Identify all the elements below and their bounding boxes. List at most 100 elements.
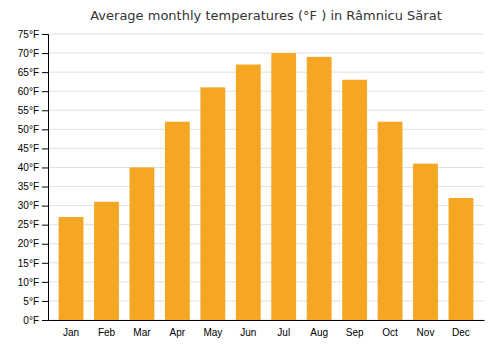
tick-label: Sep: [346, 327, 364, 338]
bar: [94, 202, 119, 320]
tick-label: 10°F: [18, 277, 39, 288]
bar: [342, 80, 367, 320]
tick: 0°F: [23, 315, 48, 326]
tick: May: [203, 327, 222, 338]
grid: [48, 34, 484, 320]
grid-line: [48, 110, 484, 111]
bar: [378, 122, 403, 320]
tick-mark: [42, 206, 48, 207]
bar: [165, 122, 190, 320]
tick-mark: [42, 320, 48, 321]
tick-label: Nov: [417, 327, 435, 338]
grid-line: [48, 91, 484, 92]
tick-label: 40°F: [18, 162, 39, 173]
tick-label: Jan: [63, 327, 79, 338]
chart: Average monthly temperatures (°F ) in Râ…: [0, 0, 500, 350]
tick-mark: [42, 225, 48, 226]
tick-mark: [42, 263, 48, 264]
tick: Aug: [310, 327, 328, 338]
axis-line: [49, 320, 485, 321]
grid-line: [48, 148, 484, 149]
tick: 20°F: [18, 238, 48, 249]
bar: [413, 164, 438, 320]
plot: 0°F 5°F 10°F 15°F 20°F 25°F 30°F 35°F 40°F 45°F 50…: [18, 29, 485, 338]
grid-line: [48, 129, 484, 130]
tick-mark: [42, 129, 48, 130]
tick: 35°F: [18, 181, 48, 192]
tick: 50°F: [18, 124, 48, 135]
tick-label: 5°F: [23, 296, 39, 307]
grid-line: [48, 72, 484, 73]
tick-mark: [42, 91, 48, 92]
bar: [449, 198, 474, 320]
tick: Sep: [346, 327, 364, 338]
tick: Jan: [63, 327, 79, 338]
bars: [59, 53, 474, 320]
tick: 70°F: [18, 48, 48, 59]
tick-mark: [42, 148, 48, 149]
tick-mark: [42, 167, 48, 168]
tick: Jun: [240, 327, 256, 338]
tick-label: 30°F: [18, 200, 39, 211]
tick-label: 60°F: [18, 86, 39, 97]
axis-line: [42, 35, 49, 321]
tick: Oct: [382, 327, 398, 338]
tick-label: 70°F: [18, 48, 39, 59]
tick: Apr: [170, 327, 186, 338]
bar: [200, 87, 225, 320]
tick-mark: [42, 34, 48, 35]
tick: 40°F: [18, 162, 48, 173]
tick-label: 50°F: [18, 124, 39, 135]
tick: Dec: [452, 327, 470, 338]
bar: [271, 53, 296, 320]
grid-line: [48, 53, 484, 54]
tick-mark: [42, 187, 48, 188]
tick: Nov: [417, 327, 435, 338]
tick: 75°F: [18, 29, 48, 40]
tick-mark: [42, 301, 48, 302]
bar: [307, 57, 332, 320]
tick: 60°F: [18, 86, 48, 97]
title: Average monthly temperatures (°F ) in Râ…: [90, 8, 442, 23]
tick-label: 45°F: [18, 143, 39, 154]
tick-label: Dec: [452, 327, 470, 338]
tick: 45°F: [18, 143, 48, 154]
tick-label: Oct: [382, 327, 398, 338]
tick: 5°F: [23, 296, 48, 307]
tick-mark: [42, 282, 48, 283]
tick-label: Apr: [170, 327, 186, 338]
tick-label: 15°F: [18, 258, 39, 269]
tick-mark: [42, 110, 48, 111]
tick: Mar: [133, 327, 151, 338]
tick-label: Jul: [277, 327, 290, 338]
tick-label: 0°F: [23, 315, 39, 326]
tick: Jul: [277, 327, 290, 338]
x-axis: Jan Feb Mar Apr May Jun Jul Aug Sep Oct Nov Dec: [49, 321, 485, 339]
bar: [236, 65, 261, 320]
tick-label: Mar: [133, 327, 151, 338]
tick-label: Jun: [240, 327, 256, 338]
bar: [59, 217, 84, 320]
tick-label: May: [203, 327, 222, 338]
tick: 10°F: [18, 277, 48, 288]
tick-label: Feb: [98, 327, 116, 338]
tick-mark: [42, 244, 48, 245]
tick: 55°F: [18, 105, 48, 116]
tick-label: 25°F: [18, 219, 39, 230]
tick: 25°F: [18, 219, 48, 230]
tick: 15°F: [18, 258, 48, 269]
tick-label: 55°F: [18, 105, 39, 116]
tick-label: 75°F: [18, 29, 39, 40]
y-axis: 0°F 5°F 10°F 15°F 20°F 25°F 30°F 35°F 40°F 45°F 50…: [18, 29, 49, 326]
tick: Feb: [98, 327, 116, 338]
grid-line: [48, 34, 484, 35]
bar: [130, 167, 155, 320]
tick-mark: [42, 72, 48, 73]
tick: 30°F: [18, 200, 48, 211]
tick-label: 35°F: [18, 181, 39, 192]
tick: 65°F: [18, 67, 48, 78]
tick-label: 65°F: [18, 67, 39, 78]
tick-label: 20°F: [18, 238, 39, 249]
tick-mark: [42, 53, 48, 54]
tick-label: Aug: [310, 327, 328, 338]
